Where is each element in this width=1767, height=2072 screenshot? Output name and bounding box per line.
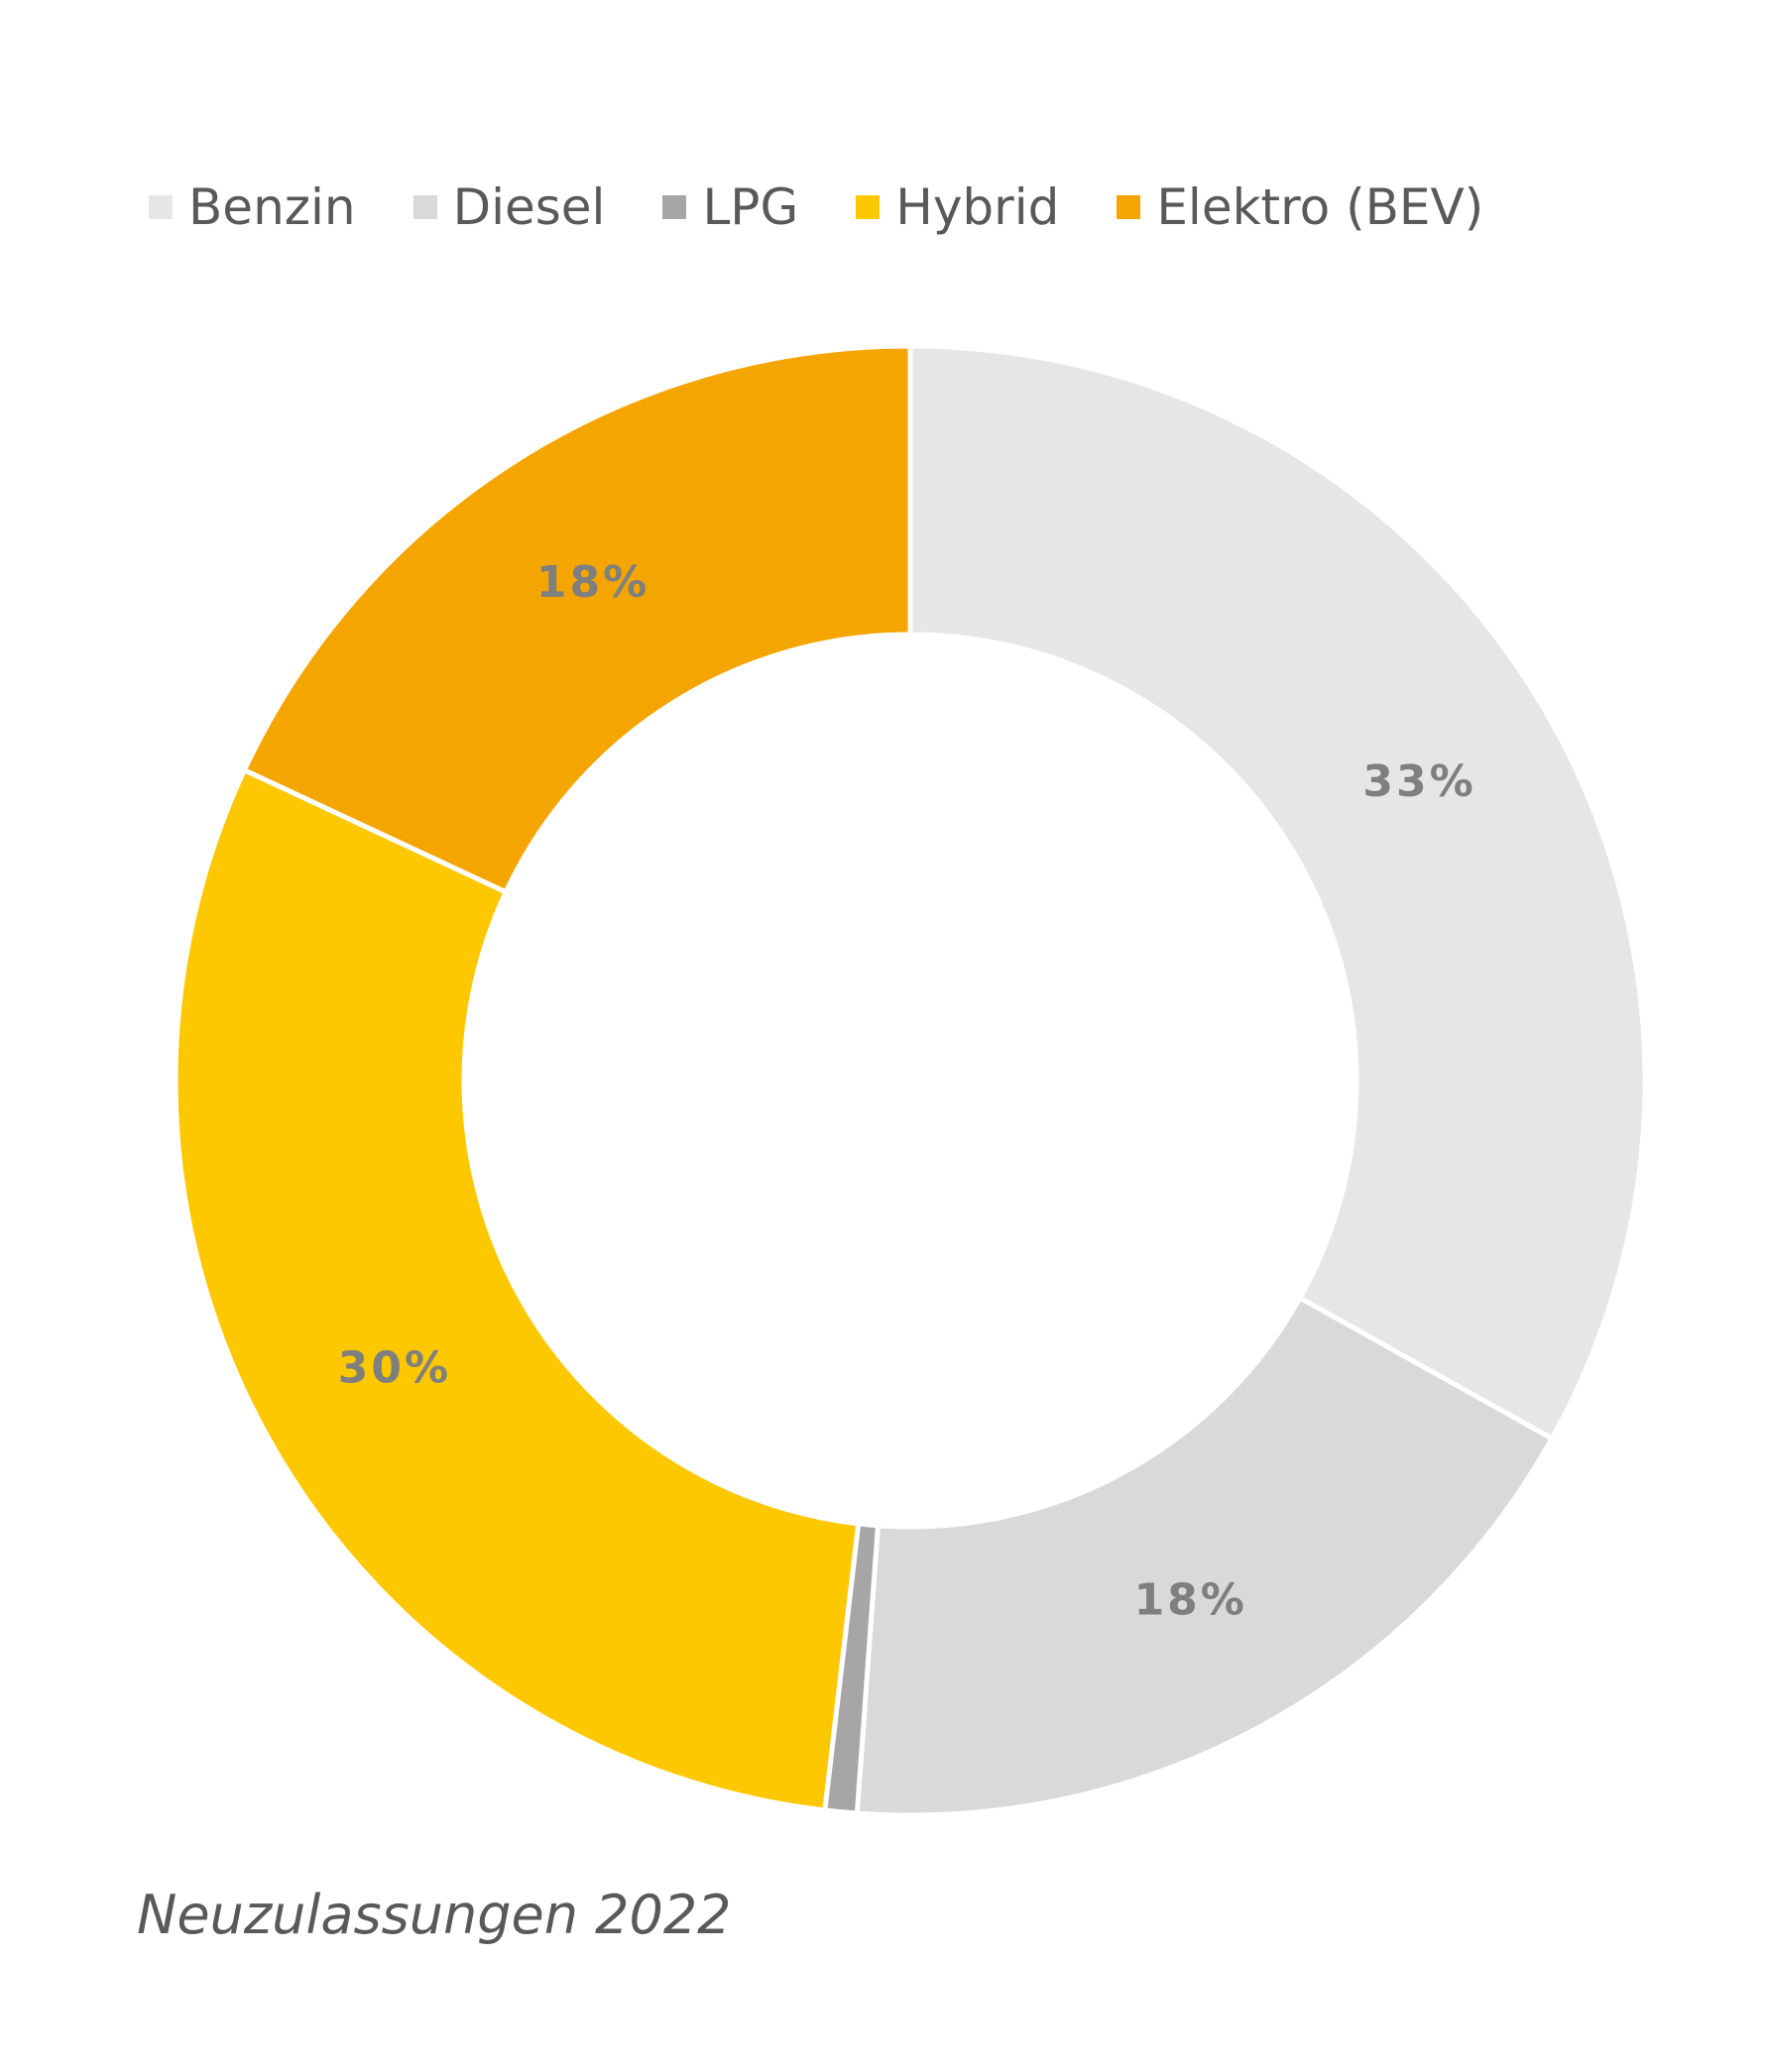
donut-slice-diesel — [854, 1294, 1556, 1818]
legend-swatch-lpg — [662, 195, 687, 219]
data-label-diesel: 18% — [1134, 1575, 1247, 1626]
legend-swatch-elektro — [1117, 195, 1141, 219]
legend-swatch-diesel — [412, 195, 437, 219]
legend-item-hybrid: Hybrid — [856, 178, 1059, 236]
data-label-elektro-bev: 18% — [536, 557, 649, 608]
legend-label-elektro: Elektro (BEV) — [1156, 178, 1484, 236]
legend-swatch-hybrid — [856, 195, 881, 219]
chart-legend: Benzin Diesel LPG Hybrid Elektro (BEV) — [149, 178, 1541, 236]
donut-slice-benzin — [907, 343, 1648, 1442]
legend-label-benzin: Benzin — [188, 178, 356, 236]
donut-slice-hybrid — [173, 766, 862, 1813]
legend-item-elektro: Elektro (BEV) — [1117, 178, 1483, 236]
legend-item-lpg: LPG — [662, 178, 798, 236]
legend-swatch-benzin — [149, 195, 173, 219]
chart-caption: Neuzulassungen 2022 — [137, 1884, 732, 1946]
data-label-hybrid: 30% — [338, 1343, 451, 1394]
legend-item-diesel: Diesel — [412, 178, 606, 236]
donut-slice-elektro-bev — [241, 343, 913, 896]
legend-label-diesel: Diesel — [452, 178, 606, 236]
legend-item-benzin: Benzin — [149, 178, 356, 236]
data-label-benzin: 33% — [1362, 756, 1475, 807]
legend-label-lpg: LPG — [702, 178, 799, 236]
legend-label-hybrid: Hybrid — [895, 178, 1060, 236]
